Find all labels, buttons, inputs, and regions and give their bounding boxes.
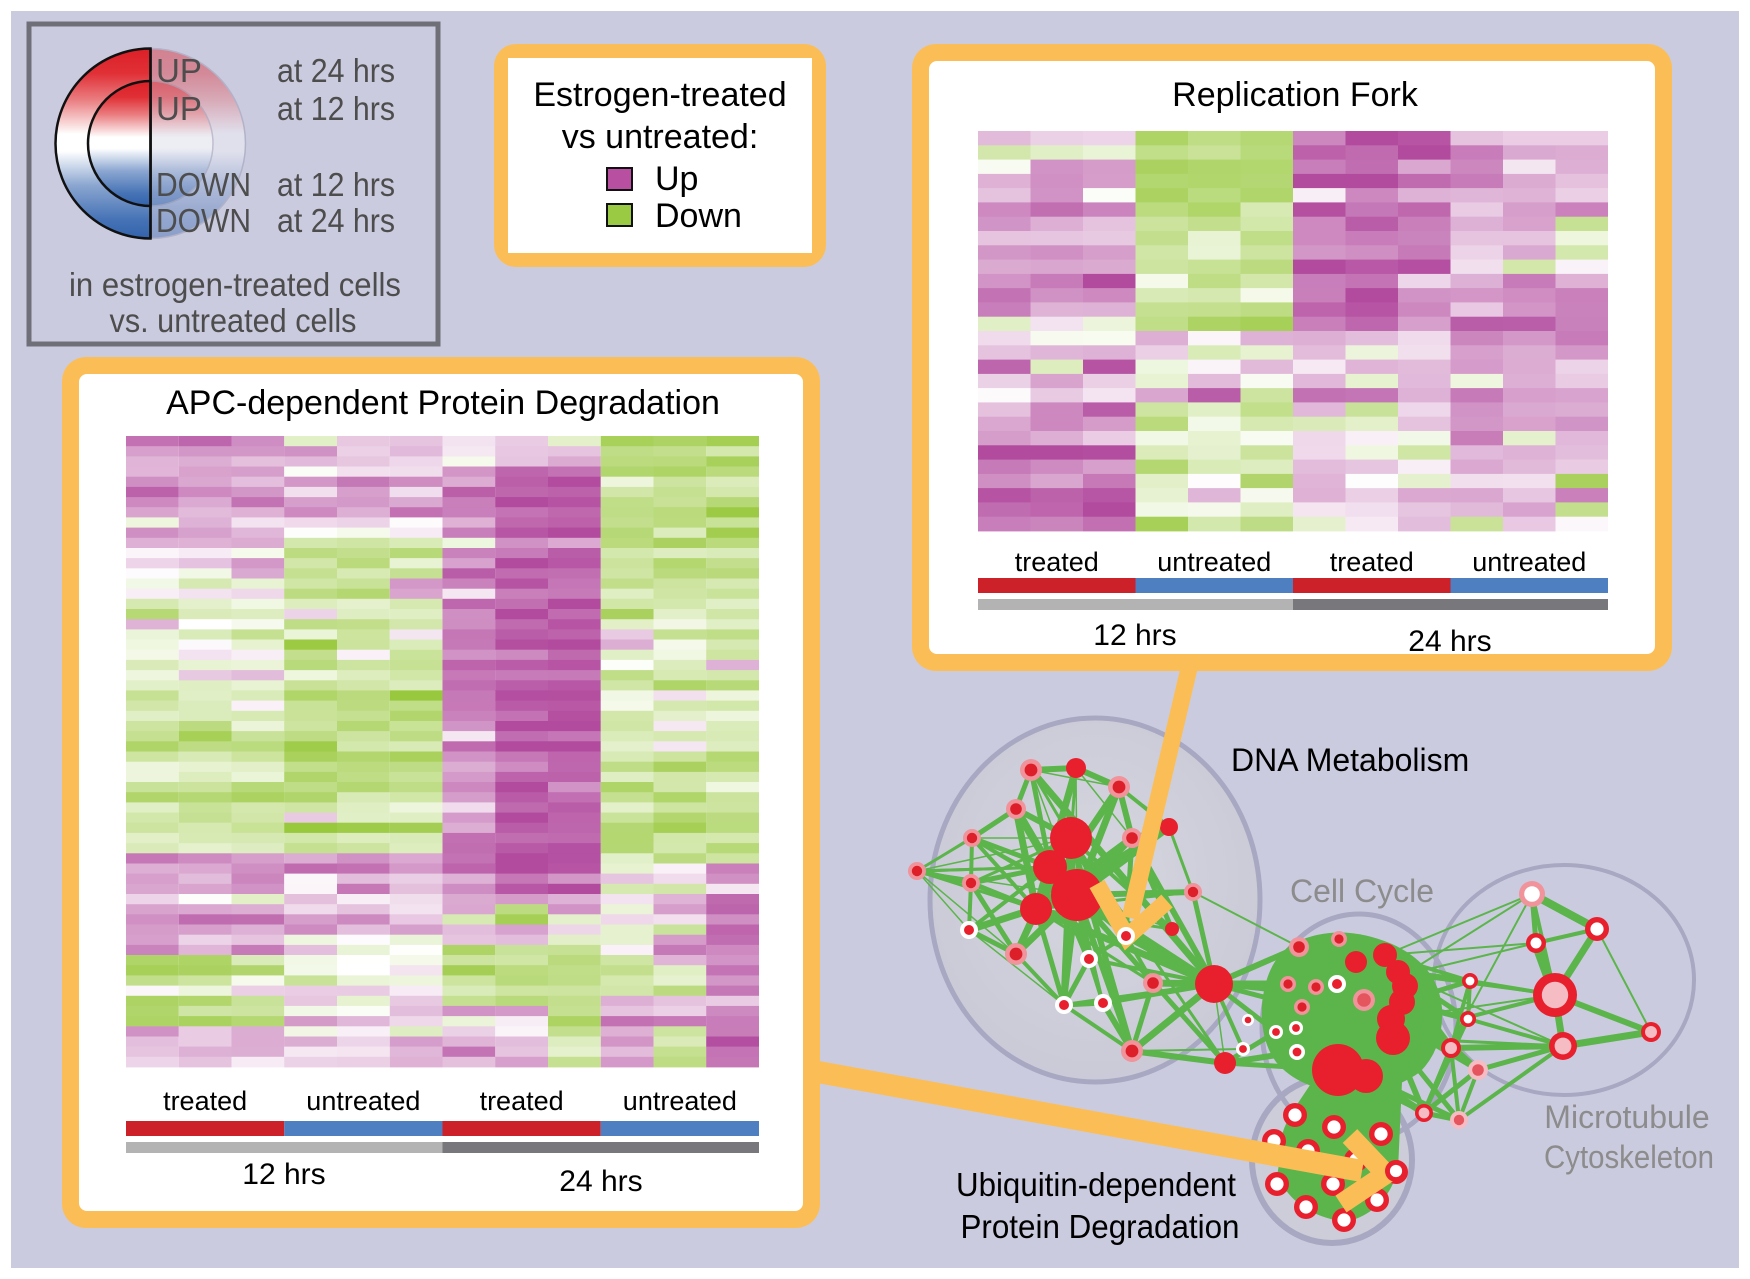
svg-text:untreated: untreated bbox=[1472, 547, 1586, 577]
svg-text:24 hrs: 24 hrs bbox=[559, 1165, 642, 1198]
svg-text:at 12 hrs: at 12 hrs bbox=[277, 166, 395, 203]
svg-text:DNA Metabolism: DNA Metabolism bbox=[1231, 742, 1469, 778]
svg-text:at 24 hrs: at 24 hrs bbox=[277, 202, 395, 239]
svg-text:in estrogen-treated cells: in estrogen-treated cells bbox=[69, 266, 401, 303]
svg-text:treated: treated bbox=[1330, 547, 1414, 577]
svg-text:Cytoskeleton: Cytoskeleton bbox=[1544, 1139, 1714, 1175]
svg-text:Estrogen-treated: Estrogen-treated bbox=[533, 76, 786, 114]
svg-text:Microtubule: Microtubule bbox=[1544, 1099, 1709, 1135]
svg-text:at 12 hrs: at 12 hrs bbox=[277, 90, 395, 127]
svg-text:untreated: untreated bbox=[623, 1086, 737, 1116]
svg-text:treated: treated bbox=[480, 1086, 564, 1116]
svg-text:at 24 hrs: at 24 hrs bbox=[277, 52, 395, 89]
svg-text:DOWN: DOWN bbox=[156, 202, 251, 239]
svg-text:vs untreated:: vs untreated: bbox=[562, 118, 759, 156]
svg-text:vs. untreated cells: vs. untreated cells bbox=[110, 302, 357, 339]
svg-text:12 hrs: 12 hrs bbox=[1093, 619, 1176, 652]
svg-text:treated: treated bbox=[1015, 547, 1099, 577]
svg-text:Replication Fork: Replication Fork bbox=[1172, 76, 1419, 114]
svg-text:UP: UP bbox=[156, 52, 202, 89]
svg-text:Cell Cycle: Cell Cycle bbox=[1290, 873, 1434, 909]
svg-text:untreated: untreated bbox=[306, 1086, 420, 1116]
svg-text:APC-dependent Protein Degradat: APC-dependent Protein Degradation bbox=[166, 384, 720, 422]
svg-text:treated: treated bbox=[163, 1086, 247, 1116]
svg-text:UP: UP bbox=[156, 90, 202, 127]
svg-text:Ubiquitin-dependent: Ubiquitin-dependent bbox=[956, 1166, 1236, 1203]
svg-text:untreated: untreated bbox=[1157, 547, 1271, 577]
svg-text:Up: Up bbox=[655, 160, 698, 198]
svg-text:Protein Degradation: Protein Degradation bbox=[961, 1208, 1240, 1245]
svg-text:DOWN: DOWN bbox=[156, 166, 251, 203]
svg-text:12 hrs: 12 hrs bbox=[242, 1158, 325, 1191]
svg-text:24 hrs: 24 hrs bbox=[1408, 625, 1491, 658]
svg-text:Down: Down bbox=[655, 197, 742, 235]
